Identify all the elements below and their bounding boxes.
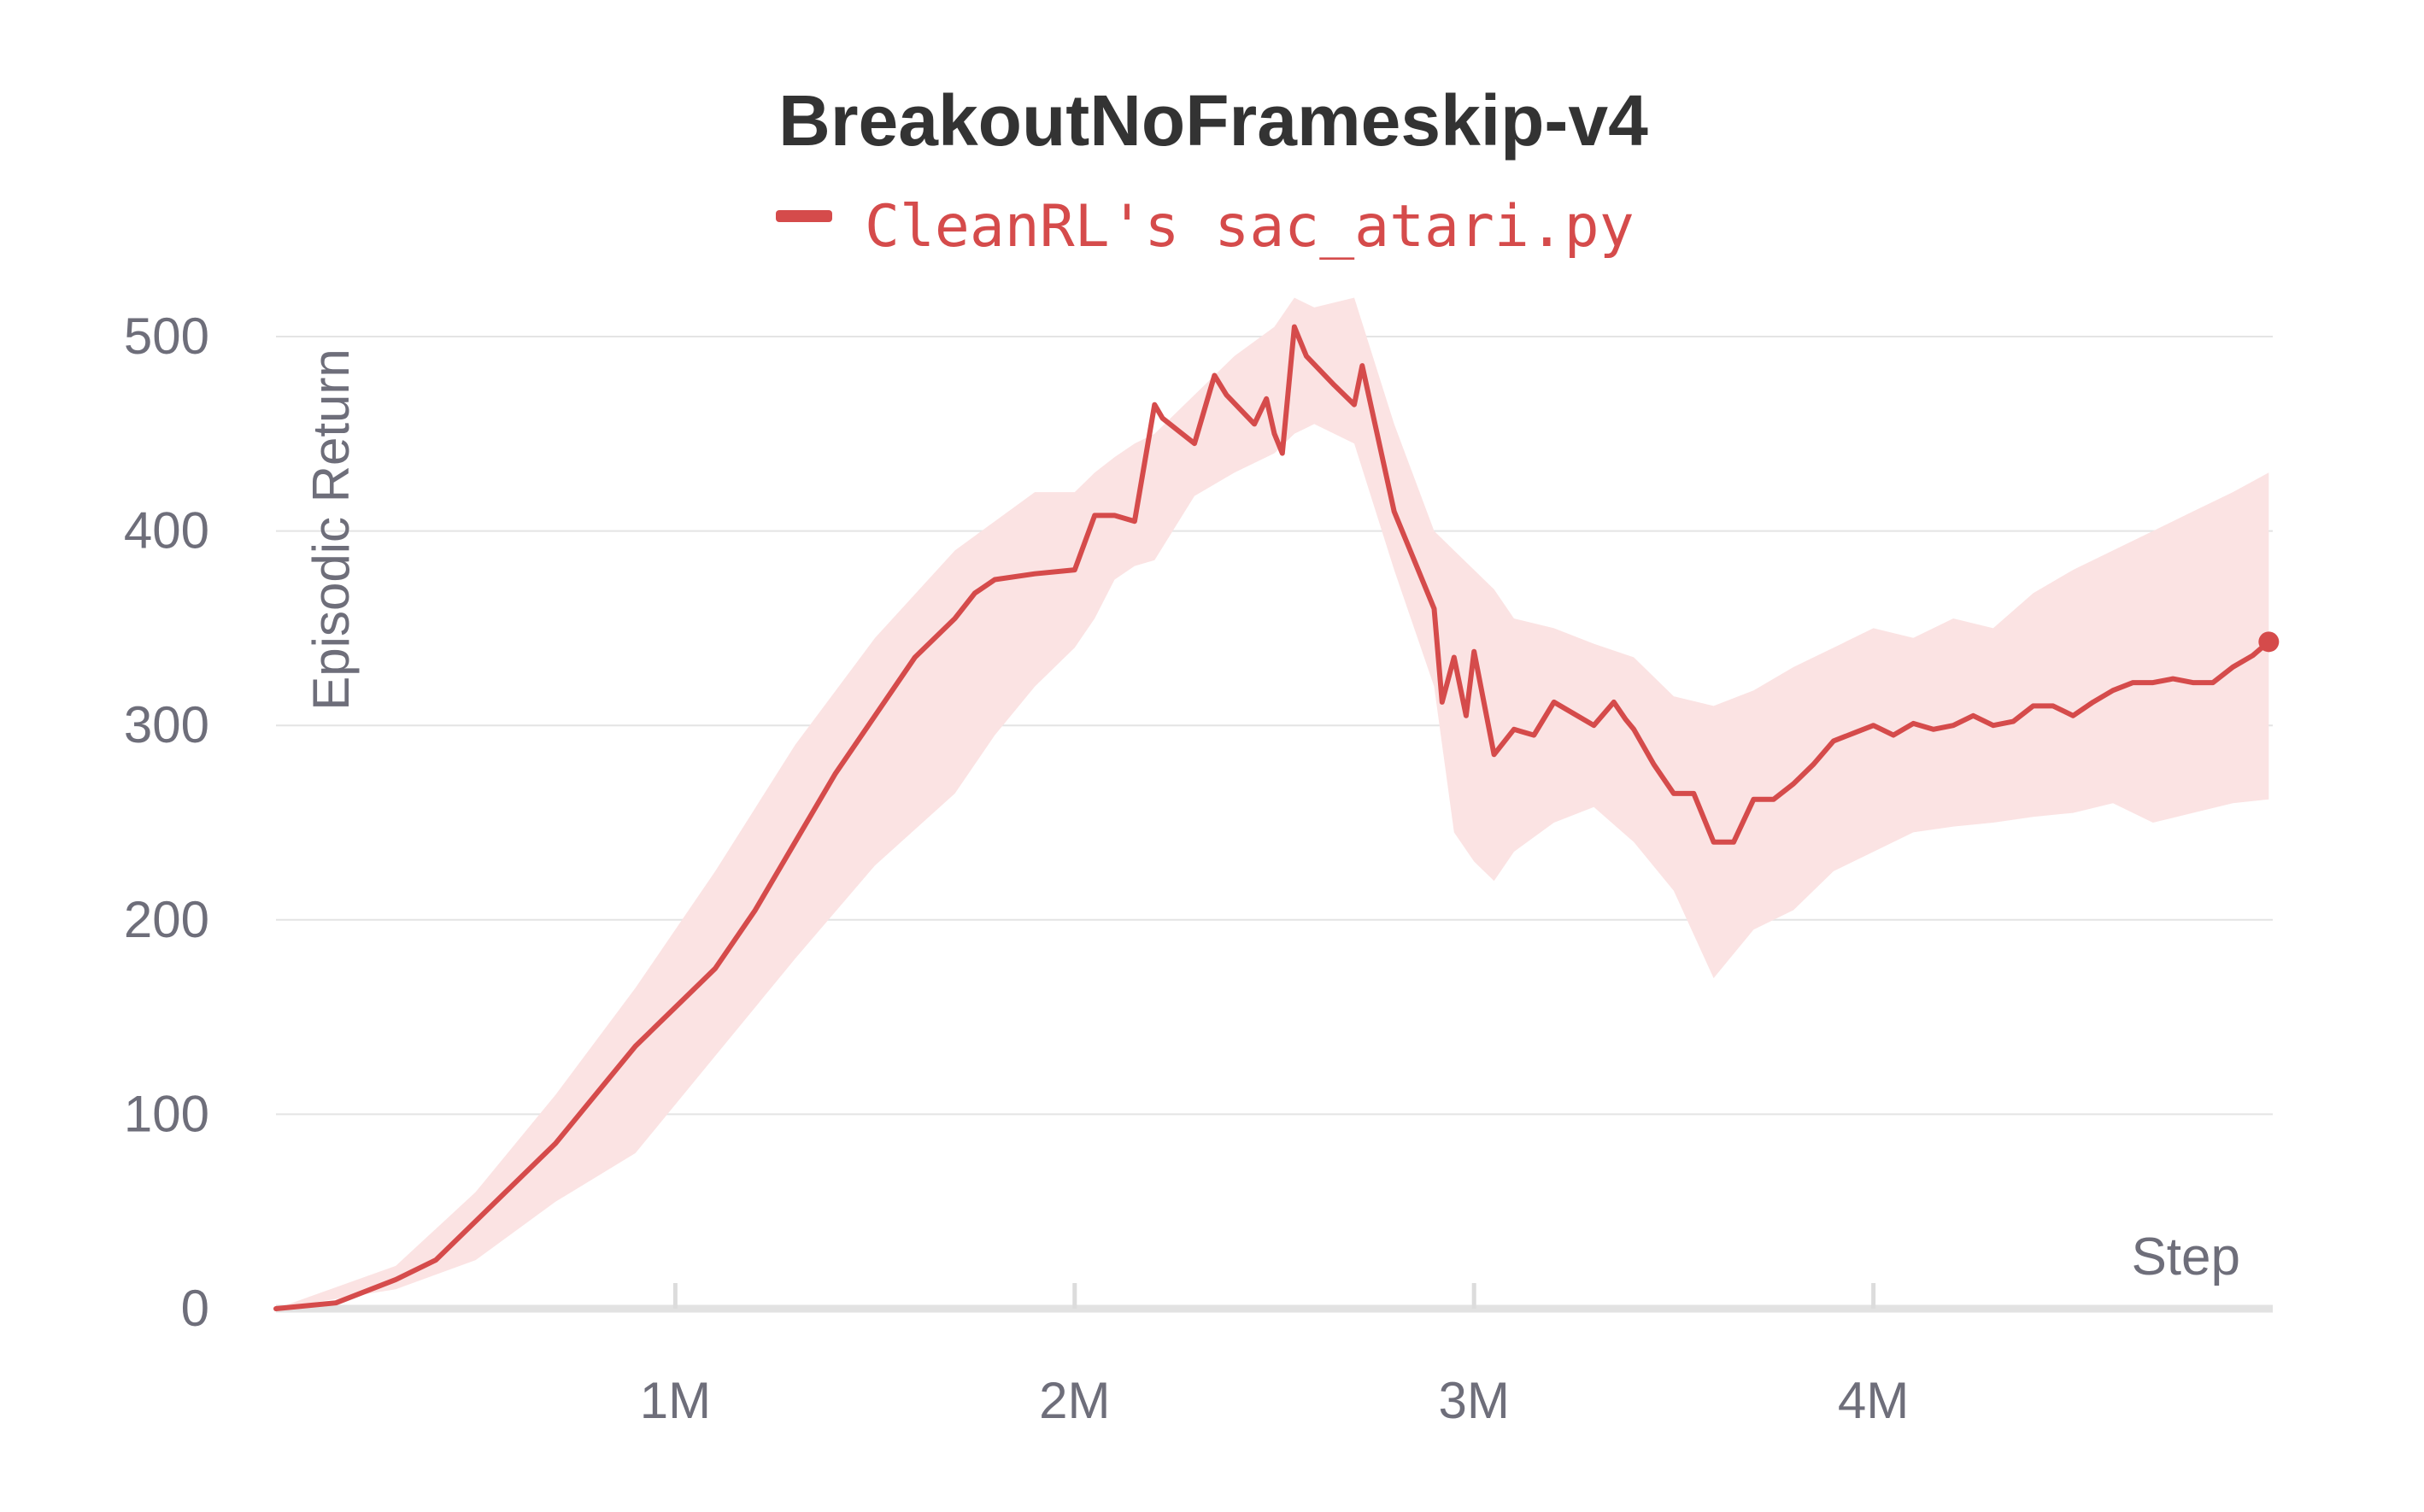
legend-label: CleanRL's sac_atari.py — [865, 193, 1635, 261]
x-tick-label: 2M — [1039, 1372, 1110, 1429]
x-tick-label: 4M — [1838, 1372, 1909, 1429]
y-tick-label: 300 — [124, 696, 209, 753]
chart-title: BreakoutNoFrameskip-v4 — [778, 80, 1648, 161]
y-tick-label: 400 — [124, 502, 209, 560]
confidence-band-layer — [276, 297, 2269, 1309]
y-tick-label: 500 — [124, 308, 209, 365]
x-axis-label: Step — [2131, 1228, 2240, 1286]
series-line — [273, 324, 2272, 1311]
legend-swatch — [776, 210, 832, 222]
y-tick-label: 200 — [124, 891, 209, 948]
series-end-point — [2258, 631, 2280, 653]
confidence-band — [276, 297, 2269, 1309]
series-layer — [273, 324, 2280, 1311]
y-tick-label: 100 — [124, 1085, 209, 1142]
x-tick-label: 1M — [640, 1372, 711, 1429]
y-tick-label: 0 — [181, 1280, 209, 1337]
y-axis-label: Episodic Return — [302, 349, 360, 711]
axes — [276, 1283, 2273, 1313]
chart-text: BreakoutNoFrameskip-v4 CleanRL's sac_ata… — [124, 80, 2240, 1429]
x-tick-label: 3M — [1439, 1372, 1510, 1429]
